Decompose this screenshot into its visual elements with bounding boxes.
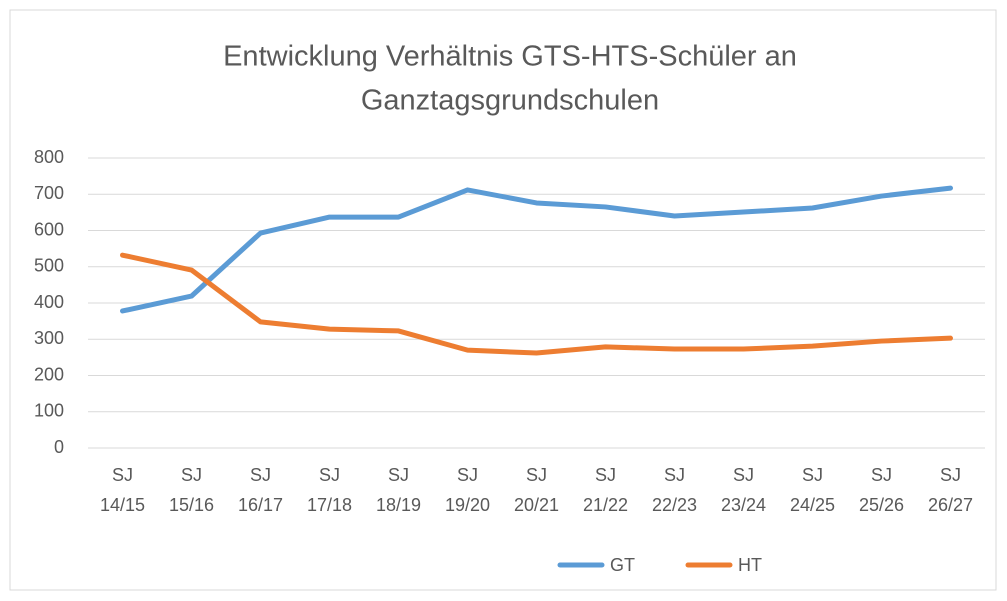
legend-label: GT [610, 555, 635, 575]
x-tick-label: SJ 21/22 [583, 465, 628, 515]
y-tick-label: 500 [34, 256, 64, 276]
x-tick-label: SJ 26/27 [928, 465, 973, 515]
x-tick-label: SJ 20/21 [514, 465, 559, 515]
x-tick-label: SJ 16/17 [238, 465, 283, 515]
data-line [120, 185, 953, 314]
x-tick-label: SJ 23/24 [721, 465, 766, 515]
y-tick-label: 100 [34, 401, 64, 421]
x-tick-label: SJ 17/18 [307, 465, 352, 515]
x-tick-label: SJ 14/15 [100, 465, 145, 515]
x-tick-label: SJ 24/25 [790, 465, 835, 515]
y-tick-label: 200 [34, 364, 64, 384]
x-tick-label: SJ 22/23 [652, 465, 697, 515]
y-tick-label: 300 [34, 328, 64, 348]
chart-title: Ganztagsgrundschulen [361, 85, 659, 117]
x-tick-label: SJ 25/26 [859, 465, 904, 515]
x-tick-label: SJ 15/16 [169, 465, 214, 515]
y-tick-label: 0 [54, 437, 64, 457]
x-tick-label: SJ 18/19 [376, 465, 421, 515]
y-tick-label: 700 [34, 183, 64, 203]
x-tick-label: SJ 19/20 [445, 465, 490, 515]
chart-title: Entwicklung Verhältnis GTS-HTS-Schüler a… [223, 41, 797, 73]
y-tick-label: 400 [34, 292, 64, 312]
data-line [120, 252, 953, 356]
y-tick-label: 800 [34, 147, 64, 167]
y-tick-label: 600 [34, 219, 64, 239]
legend-label: HT [738, 555, 762, 575]
